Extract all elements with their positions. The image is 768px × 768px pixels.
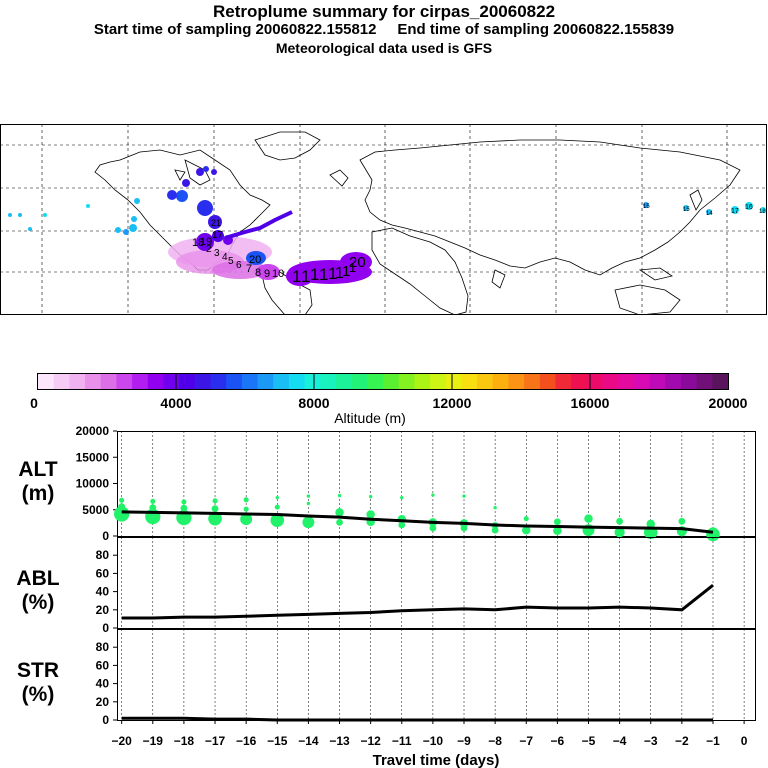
plume-label: 1 <box>319 265 328 284</box>
plume-label: 20 <box>249 254 261 266</box>
plume-label: 4 <box>222 252 228 263</box>
altitude-colorbar: 0 4000 8000 12000 16000 20000 Altitude (m) <box>30 373 748 426</box>
header: Retroplume summary for cirpas_20060822 S… <box>0 0 768 57</box>
colorbar-cell <box>618 374 635 389</box>
plume-label: 9 <box>264 268 270 280</box>
colorbar-cell <box>602 374 619 389</box>
colorbar-cell <box>414 374 431 389</box>
plume-label: 1 <box>328 264 337 283</box>
colorbar-cell <box>257 374 274 389</box>
sampling-times: Start time of sampling 20060822.155812 E… <box>93 21 675 38</box>
colorbar-cell <box>210 374 227 389</box>
colorbar-cell <box>696 374 713 389</box>
colorbar-cell <box>147 374 164 389</box>
colorbar-tick-label: 8000 <box>298 395 329 411</box>
colorbar-cell <box>116 374 133 389</box>
plume-label: 21 <box>211 218 221 228</box>
plume-label: 17 <box>212 230 224 241</box>
colorbar-cell <box>53 374 70 389</box>
colorbar-cell <box>288 374 305 389</box>
plume-label: 8 <box>255 267 261 279</box>
colorbar-cell <box>680 374 698 389</box>
plume-label: 18 <box>192 237 204 249</box>
colorbar-cell <box>100 374 117 389</box>
map-grid <box>0 124 768 315</box>
colorbar-cell <box>351 374 368 389</box>
colorbar-cell <box>273 374 290 389</box>
colorbar-cell <box>492 374 509 389</box>
plume-footprint <box>8 166 766 286</box>
colorbar-cell <box>163 374 180 389</box>
colorbar-cell <box>571 374 588 389</box>
colorbar-cell <box>649 374 666 389</box>
plume-label: 20 <box>349 254 366 271</box>
plume-label: 2 <box>206 244 212 255</box>
plume-label: 19 <box>200 236 212 248</box>
colorbar-cell <box>445 374 462 389</box>
colorbar-cell <box>241 374 258 389</box>
colorbar-cell <box>430 374 447 389</box>
map-frame <box>0 124 767 315</box>
colorbar-cell <box>539 374 556 389</box>
colorbar-cell <box>320 374 337 389</box>
colorbar-cell <box>132 374 149 389</box>
colorbar-cell <box>398 374 415 389</box>
colorbar-tick-label: 16000 <box>571 395 610 411</box>
colorbar-cell <box>633 374 650 389</box>
colorbar-cell <box>335 374 353 389</box>
colorbar-cell <box>383 374 400 389</box>
colorbar-cell <box>508 374 525 389</box>
colorbar-cell <box>226 374 243 389</box>
chart-title: Retroplume summary for cirpas_20060822 <box>212 2 556 21</box>
plume-label: 15 <box>643 204 650 210</box>
plume-label: 1 <box>349 260 356 275</box>
colorbar-cell <box>555 374 572 389</box>
plume-label: 16 <box>745 204 753 211</box>
colorbar-cell <box>179 374 196 389</box>
plume-label: 5 <box>228 256 234 267</box>
plume-label: 1 <box>301 267 310 286</box>
colorbar-cell <box>524 374 541 389</box>
colorbar-tick-label: 20000 <box>709 395 748 411</box>
plume-label: 1 <box>335 265 344 282</box>
plume-label: 7 <box>246 263 252 275</box>
colorbar-cell <box>461 374 478 389</box>
plume-label: 10 <box>272 268 284 280</box>
colorbar-cell <box>194 374 211 389</box>
plume-labels: 1 1 1 1 1 1 1 1 20 8 9 10 7 6 5 4 3 2 18… <box>192 204 766 286</box>
plume-label: 6 <box>236 260 242 271</box>
plume-label: 18 <box>759 209 766 215</box>
colorbar-cell <box>367 374 384 389</box>
colorbar-cell <box>712 374 729 389</box>
plume-label: 1 <box>292 267 301 286</box>
colorbar-cell <box>69 374 86 389</box>
colorbar-tick-label: 4000 <box>160 395 191 411</box>
colorbar-tick-label: 12000 <box>433 395 472 411</box>
plume-label: 1 <box>310 265 319 284</box>
met-data-note: Meteorological data used is GFS <box>275 40 493 56</box>
colorbar-cell <box>665 374 682 389</box>
colorbar-cell <box>304 374 321 389</box>
plume-label: 3 <box>214 248 220 259</box>
colorbar-tick-label: 0 <box>30 395 38 411</box>
plume-label: 1 <box>342 263 350 280</box>
colorbar-cell <box>85 374 102 389</box>
colorbar-cell <box>586 374 603 389</box>
colorbar-label: Altitude (m) <box>334 410 406 426</box>
plume-label: 15 <box>683 207 690 213</box>
colorbar-cell <box>477 374 494 389</box>
plume-label: 14 <box>706 211 713 217</box>
plume-label: 17 <box>731 208 739 215</box>
colorbar-cell <box>38 374 55 389</box>
